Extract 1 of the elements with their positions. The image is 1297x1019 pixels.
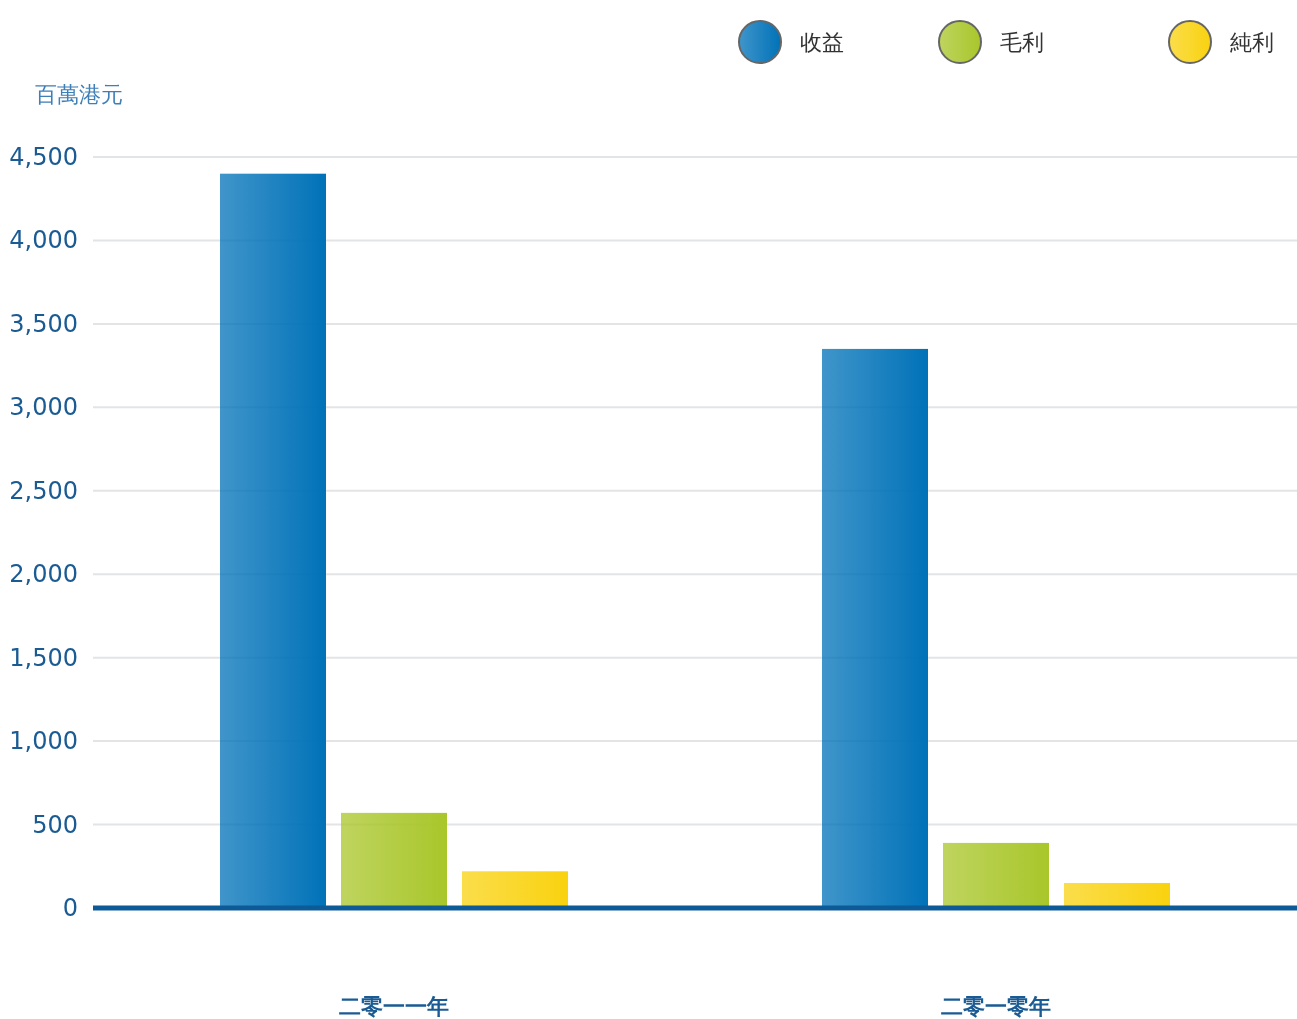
y-axis-title: 百萬港元 — [35, 82, 123, 107]
